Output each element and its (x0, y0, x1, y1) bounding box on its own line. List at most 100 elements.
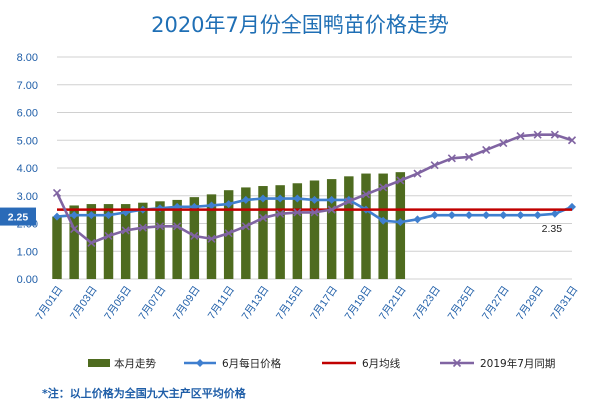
x-tick-label: 7月23日 (411, 284, 443, 322)
bar (344, 176, 354, 279)
line-layer (52, 130, 577, 247)
x-tick-label: 7月13日 (240, 284, 272, 322)
footnote: *注：以上价格为全国九大主产区平均价格 (42, 386, 247, 400)
last-year-point (361, 190, 371, 199)
june-daily-point (53, 212, 61, 221)
last-year-point (155, 222, 165, 231)
last-year-point (344, 197, 353, 206)
last-year-point (516, 132, 525, 141)
june-daily-point (482, 211, 491, 220)
bar (103, 204, 114, 279)
bar (241, 187, 251, 279)
last-year-point (173, 222, 182, 231)
last-year-point (464, 152, 474, 161)
last-year-point (138, 223, 147, 232)
bar (309, 180, 320, 279)
june-daily-point (516, 211, 525, 220)
last-year-point (482, 145, 491, 155)
legend-item-june-average: 6月均线 (322, 357, 401, 370)
bar (258, 186, 268, 279)
last-year-point (396, 176, 405, 185)
june-daily-point (447, 211, 456, 220)
bar (378, 173, 388, 279)
end-value-label: 2.35 (542, 223, 563, 235)
last-year-point (293, 208, 302, 217)
last-year-point (87, 238, 96, 247)
last-year-point (533, 130, 542, 139)
june-daily-point (207, 201, 216, 210)
june-daily-point (87, 211, 96, 220)
bar (361, 173, 371, 279)
june-daily-point (430, 211, 439, 220)
bar (275, 185, 285, 279)
june-daily-point (379, 216, 388, 225)
start-value-box (0, 207, 36, 226)
june-daily-point (224, 200, 233, 209)
legend-item-june-daily: 6月每日价格 (184, 357, 282, 370)
bar (120, 204, 131, 279)
last-year-point (567, 136, 577, 145)
legend-marker (196, 359, 204, 367)
last-year-point (104, 231, 113, 241)
bar (326, 179, 337, 279)
last-year-point (413, 169, 422, 178)
legend-marker (452, 358, 462, 368)
june-daily-point (533, 211, 542, 220)
x-tick-label: 7月11日 (206, 284, 237, 322)
y-tick-label: 5.00 (17, 135, 38, 147)
x-tick-label: 7月05日 (102, 284, 134, 322)
last-year-point (430, 161, 439, 170)
legend-label: 6月均线 (362, 357, 401, 370)
x-tick-label: 7月03日 (68, 284, 100, 322)
june-daily-point (327, 195, 336, 204)
june-daily-point (413, 215, 422, 224)
legend: 本月走势 6月每日价格 6月均线 2019年7月同期 (88, 357, 555, 370)
bar-layer (52, 172, 406, 279)
legend-label: 本月走势 (114, 357, 156, 370)
y-tick-label: 0.00 (17, 274, 38, 286)
annotation-layer: 2.25 2.35 (0, 207, 563, 235)
june-daily-point (396, 218, 405, 227)
last-year-point (207, 234, 216, 243)
june-daily-point (293, 194, 302, 203)
x-tick-label: 7月21日 (377, 284, 409, 322)
june-daily-point (310, 195, 319, 204)
last-year-point (52, 188, 62, 198)
x-tick-label: 7月19日 (343, 284, 375, 322)
last-year-point (276, 209, 285, 218)
last-year-point (327, 205, 336, 214)
last-year-point (447, 154, 456, 163)
last-year-point (241, 222, 250, 231)
legend-item-bar: 本月走势 (88, 357, 156, 370)
x-tick-label: 7月15日 (274, 284, 306, 322)
june-daily-point (104, 211, 113, 220)
last-year-point (499, 138, 508, 148)
bar (138, 202, 148, 279)
x-tick-label: 7月31日 (549, 284, 581, 322)
y-tick-label: 1.00 (17, 246, 38, 258)
last-year-point (224, 229, 233, 238)
x-tick-label: 7月27日 (480, 284, 512, 322)
last-year-point (70, 224, 79, 234)
june-daily-point (259, 194, 267, 203)
last-year-point (121, 226, 130, 235)
bar (69, 205, 79, 279)
x-tick-label: 7月25日 (446, 284, 478, 322)
legend-swatch (88, 359, 110, 367)
june-daily-point (241, 195, 250, 204)
x-tick-label: 7月07日 (137, 284, 169, 322)
last-year-point (310, 208, 319, 217)
bar (189, 197, 200, 279)
y-tick-label: 7.00 (17, 80, 38, 92)
y-tick-label: 4.00 (17, 163, 38, 175)
y-tick-label: 6.00 (17, 108, 38, 120)
y-tick-label: 8.00 (17, 52, 38, 64)
x-tick-label: 7月01日 (34, 284, 66, 322)
bar (172, 199, 182, 279)
x-tick-label: 7月29日 (514, 284, 546, 322)
chart-title: 2020年7月份全国鸭苗价格走势 (151, 13, 449, 37)
june-daily-point (70, 211, 79, 220)
last-year-point (190, 231, 199, 241)
june-daily-point (276, 194, 285, 203)
